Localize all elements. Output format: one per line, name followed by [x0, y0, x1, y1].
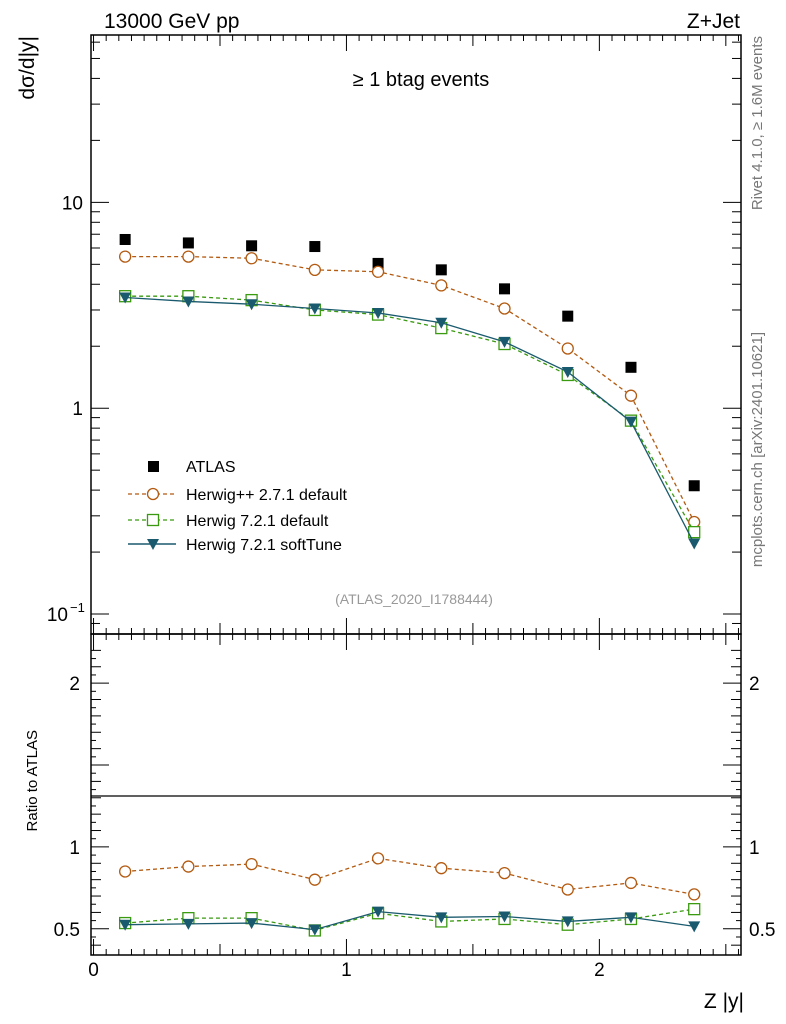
ratio-point-herwig_soft: [624, 912, 637, 924]
ratio-point-herwig_soft: [688, 921, 701, 933]
data-point-herwig_soft: [119, 292, 132, 304]
data-point-atlas: [435, 264, 447, 276]
legend-label-herwig-default: Herwig 7.2.1 default: [186, 513, 329, 530]
ratio-line-herwig_default: [125, 908, 695, 932]
ratio-point-herwigpp: [561, 883, 574, 896]
ratio-y-axis-label: Ratio to ATLAS: [24, 730, 41, 831]
ratio-point-herwig_soft: [119, 919, 132, 931]
data-point-herwigpp: [435, 279, 448, 292]
data-marks: [118, 233, 701, 937]
ratio-y-tick-label-right: 1: [749, 838, 760, 859]
y-axis-label: dσ/d|y|: [16, 36, 39, 100]
ratio-point-herwig_default: [688, 902, 701, 916]
data-point-atlas: [309, 241, 321, 253]
legend-item-herwigpp: Herwig++ 2.7.1 default: [128, 487, 348, 504]
data-point-atlas: [119, 233, 131, 245]
ratio-point-herwig_soft: [561, 916, 574, 928]
legend-item-herwig-soft: Herwig 7.2.1 softTune: [128, 537, 342, 554]
y-tick-label: 1: [72, 399, 83, 420]
ratio-y-tick-label-right: 0.5: [749, 920, 775, 941]
header-left: 13000 GeV pp: [104, 10, 239, 33]
data-point-herwigpp: [182, 250, 195, 263]
ratio-point-herwig_soft: [372, 906, 385, 918]
legend: ATLAS Herwig++ 2.7.1 default Herwig 7.2.…: [128, 459, 348, 554]
y-tick-label-exponent: −1: [70, 600, 85, 615]
legend-marker-herwig-soft: [147, 539, 159, 550]
data-point-herwig_soft: [561, 366, 574, 378]
data-point-herwig_soft: [308, 303, 321, 315]
ratio-point-herwigpp: [245, 857, 258, 871]
data-point-atlas: [182, 237, 194, 249]
ratio-line-herwigpp: [125, 857, 695, 896]
data-point-herwigpp: [308, 263, 321, 276]
ratio-y-tick-label-right: 2: [749, 674, 760, 695]
data-point-herwigpp: [561, 342, 574, 355]
ratio-y-tick-label: 0.5: [54, 920, 80, 941]
header-right: Z+Jet: [687, 10, 740, 33]
x-axis-label: Z |y|: [704, 990, 744, 1013]
legend-marker-herwigpp: [146, 487, 160, 501]
legend-label-herwig-soft: Herwig 7.2.1 softTune: [186, 537, 342, 554]
data-point-herwig_soft: [372, 308, 385, 320]
ratio-point-herwig_soft: [308, 924, 321, 936]
ratio-point-herwigpp: [688, 888, 701, 901]
ratio-point-herwig_soft: [498, 911, 511, 923]
y-tick-label: 10: [62, 193, 83, 214]
ratio-point-herwigpp: [435, 862, 448, 875]
ratio-point-herwigpp: [498, 866, 511, 880]
data-point-herwig_soft: [182, 296, 195, 308]
side-text-rivet: Rivet 4.1.0, ≥ 1.6M events: [749, 36, 766, 210]
legend-label-atlas: ATLAS: [186, 459, 236, 476]
data-point-herwigpp: [624, 389, 638, 402]
data-point-herwigpp: [371, 265, 385, 278]
data-point-atlas: [246, 240, 258, 252]
legend-item-atlas: ATLAS: [148, 459, 236, 476]
data-point-herwig_soft: [498, 336, 511, 348]
legend-marker-herwig-default: [146, 513, 160, 527]
ratio-line-herwig_soft: [125, 910, 695, 931]
side-text-mcplots: mcplots.cern.ch [arXiv:2401.10621]: [749, 332, 766, 567]
legend-marker-atlas: [148, 461, 159, 472]
data-point-herwigpp: [498, 302, 511, 315]
data-point-herwigpp: [245, 252, 258, 265]
x-tick-label: 1: [341, 960, 352, 981]
legend-item-herwig-default: Herwig 7.2.1 default: [128, 513, 329, 530]
ratio-point-herwigpp: [308, 873, 321, 886]
ratio-point-herwigpp: [182, 860, 195, 873]
ratio-point-herwigpp: [371, 852, 385, 865]
data-point-herwig_soft: [624, 416, 637, 428]
data-point-atlas: [499, 283, 511, 295]
data-point-herwig_soft: [435, 317, 448, 329]
data-point-atlas: [688, 480, 700, 492]
ratio-y-tick-label: 2: [69, 674, 80, 695]
x-tick-label: 2: [594, 960, 605, 981]
analysis-label: (ATLAS_2020_I1788444): [335, 591, 493, 607]
data-point-herwigpp: [118, 250, 132, 263]
data-point-herwig_soft: [245, 299, 258, 311]
ratio-y-tick-label: 1: [69, 838, 80, 859]
ratio-point-herwig_soft: [182, 918, 195, 930]
ratio-plot-frame: [90, 633, 742, 956]
y-tick-label: 10: [47, 605, 68, 626]
series-line-herwig_soft: [125, 296, 695, 544]
x-tick-label: 0: [88, 960, 99, 981]
legend-label-herwigpp: Herwig++ 2.7.1 default: [186, 487, 348, 504]
ratio-point-herwigpp: [624, 876, 638, 890]
data-point-herwig_soft: [688, 538, 701, 550]
series-line-herwig_default: [125, 295, 695, 533]
ratio-point-herwig_soft: [245, 918, 258, 930]
ratio-point-herwig_soft: [435, 912, 448, 924]
data-point-atlas: [625, 361, 637, 373]
data-point-atlas: [562, 310, 574, 322]
data-point-atlas: [372, 257, 384, 269]
series-line-herwigpp: [125, 255, 695, 523]
ratio-point-herwigpp: [118, 865, 132, 878]
chart-title: ≥ 1 btag events: [353, 69, 490, 91]
